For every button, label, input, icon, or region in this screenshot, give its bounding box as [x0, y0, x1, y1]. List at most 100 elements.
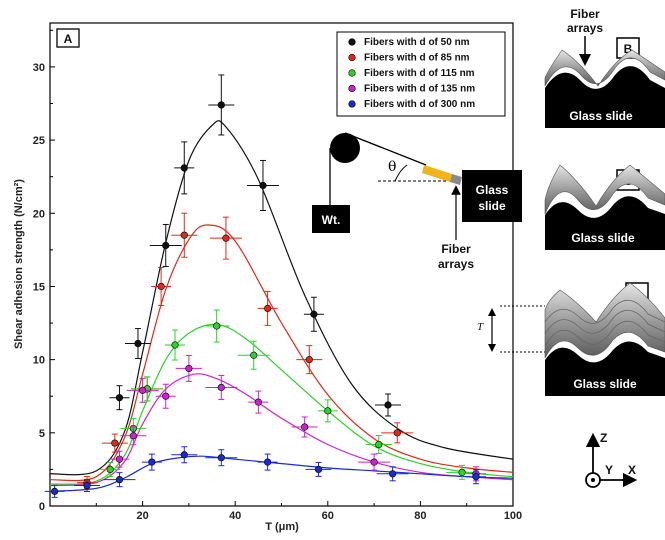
series-4-point — [370, 458, 378, 466]
series-2-point — [393, 429, 401, 437]
series-4-point — [254, 398, 262, 406]
y-tick-label: 5 — [39, 428, 45, 440]
y-tick-label: 30 — [33, 62, 45, 74]
series-1-point — [384, 401, 392, 409]
series-2-point — [222, 234, 230, 242]
series-2-point — [157, 282, 165, 291]
series-5-point — [264, 458, 272, 466]
series-4-point — [301, 423, 309, 431]
panel-b-glass-slide — [545, 66, 665, 128]
series-2-point — [111, 439, 119, 447]
angle-label: θ — [388, 159, 396, 175]
axes-triad: Z Y X — [585, 431, 638, 488]
panel-d-thickness-label: T — [477, 321, 484, 333]
y-tick-label: 15 — [33, 281, 45, 293]
panel-d-slide-label: Glass slide — [573, 377, 637, 391]
series-3-fit-curve — [49, 323, 514, 485]
string-line-top — [344, 132, 427, 166]
series-1-fit-curve — [49, 120, 514, 476]
triad-x-label: X — [628, 463, 636, 477]
y-tick-label: 25 — [33, 135, 45, 147]
triad-origin-dot — [591, 478, 595, 482]
y-tick-label: 20 — [33, 208, 45, 220]
series-5-point — [148, 458, 156, 466]
y-tick-label: 0 — [39, 501, 45, 513]
glass-slide-label-line1: Glass — [476, 183, 509, 197]
panel-c-fiber-wave — [544, 164, 665, 215]
y-axis-label: Shear adhesion strength (N/cm²) — [13, 179, 25, 349]
weight-label: Wt. — [322, 213, 341, 227]
series-5-point — [83, 481, 91, 490]
data-points — [44, 74, 486, 498]
series-1-legend-label: Fibers with d of 50 nm — [364, 37, 470, 48]
series-2-point — [305, 356, 313, 364]
legend-box — [336, 31, 506, 117]
panel-c-slide-label: Glass slide — [571, 231, 635, 245]
series-5-point — [389, 470, 397, 478]
x-tick-label: 80 — [414, 510, 426, 522]
panel-b-slide-label: Glass slide — [569, 109, 633, 123]
panel-b-label: B — [624, 42, 633, 56]
panel-b-top-label-line2: arrays — [567, 21, 603, 35]
series-4-legend-marker — [348, 84, 356, 93]
triad-y-label: Y — [605, 463, 613, 477]
series-1-point — [259, 181, 267, 190]
series-2-legend-label: Fibers with d of 85 nm — [364, 53, 470, 64]
panel-a-label: A — [64, 32, 73, 46]
series-5-point — [51, 487, 59, 495]
series-3-point — [324, 407, 332, 415]
panel-d-fiber-layer-lines — [544, 300, 665, 347]
fiber-array-strip — [422, 165, 452, 182]
series-3-point — [458, 468, 466, 476]
x-tick-label: 100 — [504, 510, 522, 522]
weight-block — [312, 205, 350, 233]
series-2-legend-marker — [348, 53, 356, 62]
series-2-fit-curve — [49, 224, 514, 482]
panel-c-glass-slide — [545, 196, 665, 250]
series-3-legend-marker — [348, 69, 356, 77]
series-4-point — [185, 364, 193, 373]
setup-schematic: Wt. θ Glass slide Fiber arrays — [312, 132, 522, 271]
x-axis-label: T (μm) — [265, 521, 299, 533]
series-5-point — [314, 465, 323, 474]
series-1-point — [217, 101, 225, 109]
series-5-legend-label: Fibers with d of 300 nm — [364, 99, 475, 110]
series-4-point — [162, 392, 170, 400]
fiber-arrays-label-line2: arrays — [438, 257, 474, 271]
triad-z-label: Z — [600, 431, 607, 445]
series-4-legend-label: Fibers with d of 135 nm — [364, 84, 475, 95]
series-1-point — [162, 241, 170, 250]
panel-b-fiber-wave — [544, 49, 665, 87]
series-1-point — [115, 394, 124, 402]
legend: Fibers with d of 50 nm Fibers with d of 8… — [336, 31, 506, 117]
series-1-point — [134, 339, 142, 348]
series-3-point — [375, 440, 383, 449]
series-2-point — [264, 304, 272, 313]
series-4-point — [115, 455, 124, 463]
series-4-point — [129, 432, 137, 440]
glass-slide-block — [462, 170, 522, 222]
axis-ticks: 20 40 60 80 100 0 5 10 15 20 25 30 — [33, 29, 522, 522]
glass-slide-label-line2: slide — [478, 199, 506, 213]
fiber-array-tip — [450, 174, 462, 185]
series-3-point — [213, 322, 221, 330]
x-tick-label: 60 — [322, 510, 334, 522]
fiber-arrays-label-line1: Fiber — [441, 242, 471, 256]
x-tick-label: 20 — [136, 510, 148, 522]
pulley-icon — [330, 133, 360, 163]
series-4-point — [139, 386, 147, 394]
panel-d-glass-slide — [545, 341, 665, 396]
series-5-point — [217, 454, 225, 462]
x-tick-label: 40 — [229, 510, 241, 522]
y-tick-label: 10 — [33, 355, 45, 367]
series-5-point — [180, 451, 188, 459]
series-1-point — [180, 164, 188, 172]
series-3-point — [171, 341, 179, 349]
panel-a-label-box — [56, 28, 80, 48]
series-3-legend-label: Fibers with d of 115 nm — [364, 68, 475, 79]
panel-b-top-label-line1: Fiber — [570, 7, 600, 21]
series-3-point — [250, 351, 258, 359]
angle-arc — [394, 164, 408, 182]
series-5-point — [472, 473, 480, 481]
